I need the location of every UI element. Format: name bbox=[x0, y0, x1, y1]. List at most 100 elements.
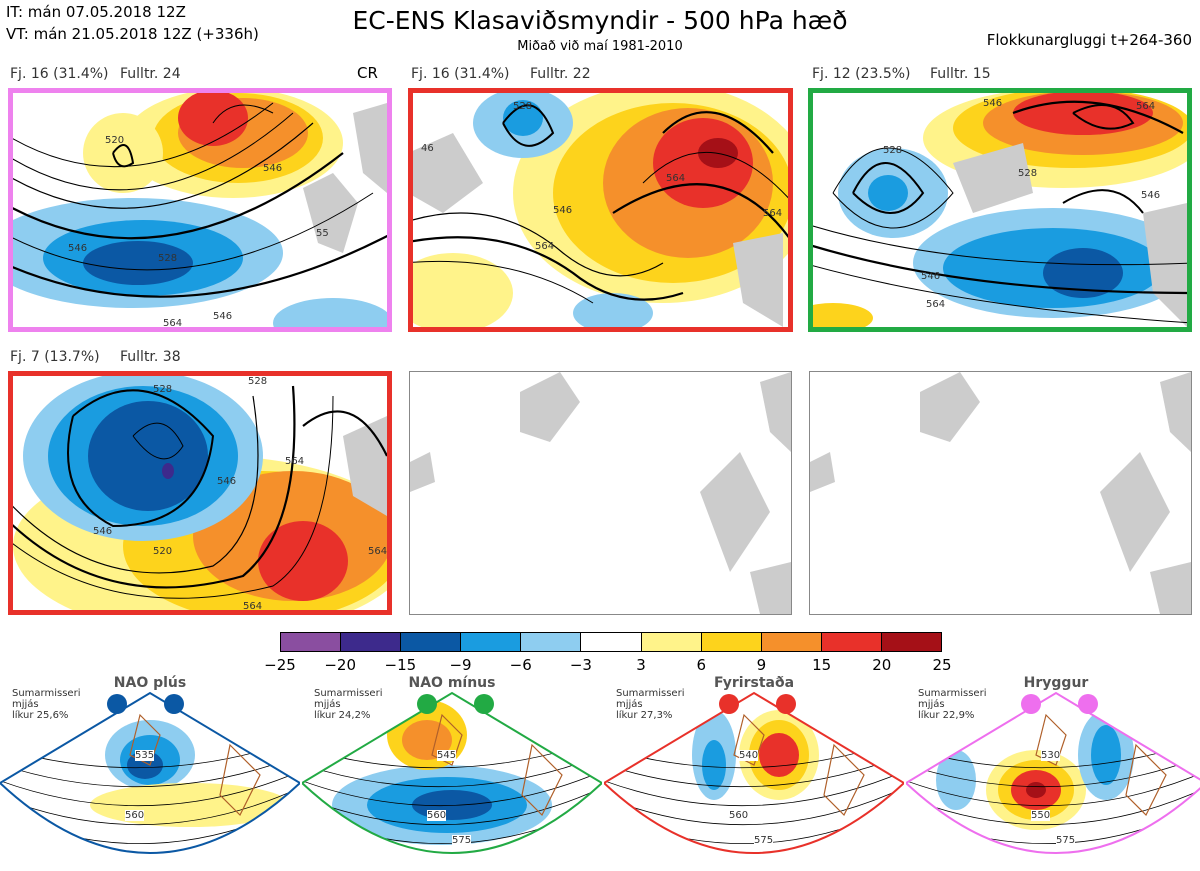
land bbox=[1150, 562, 1191, 614]
contour-label: 564 bbox=[763, 208, 783, 219]
regime-dot bbox=[164, 694, 184, 714]
contour-label: 528 bbox=[513, 101, 533, 112]
cluster-3-member: Fulltr. 15 bbox=[930, 66, 991, 82]
contour-label: 564 bbox=[535, 241, 555, 252]
regime-dot bbox=[474, 694, 494, 714]
land bbox=[700, 452, 770, 572]
regime-note: mjjás bbox=[918, 699, 945, 710]
colorbar-segment bbox=[401, 633, 462, 651]
regime-season: Sumarmisseri bbox=[616, 688, 685, 699]
contour-label: 564 bbox=[926, 299, 946, 310]
contour-label: 546 bbox=[553, 205, 573, 216]
anomaly-blob bbox=[162, 463, 174, 479]
regime-dot bbox=[719, 694, 739, 714]
colorbar-segment bbox=[521, 633, 582, 651]
regime-note: mjjás bbox=[616, 699, 643, 710]
contour-label: 575 bbox=[452, 835, 472, 846]
regime-dot bbox=[1078, 694, 1098, 714]
contour-line bbox=[0, 766, 300, 807]
page-subtitle: Miðað við maí 1981-2010 bbox=[517, 39, 683, 54]
colorbar-segment bbox=[821, 633, 882, 651]
land bbox=[1100, 452, 1170, 572]
land bbox=[410, 452, 435, 492]
contour-line bbox=[0, 750, 300, 788]
contour-line bbox=[302, 782, 602, 826]
fan-border bbox=[604, 691, 904, 854]
anomaly-blob bbox=[936, 750, 976, 810]
cluster-2-map: 528 46 546 564 564 564 bbox=[408, 88, 793, 332]
contour-label: 528 bbox=[1018, 168, 1038, 179]
anomaly-blob bbox=[759, 733, 799, 777]
contour-label: 546 bbox=[263, 163, 283, 174]
regime-season: Sumarmisseri bbox=[314, 688, 383, 699]
colorbar-tick-label: −3 bbox=[569, 656, 592, 674]
contour-label: 550 bbox=[1031, 810, 1051, 821]
page-title: EC-ENS Klasaviðsmyndir - 500 hPa hæð bbox=[352, 6, 848, 35]
contour-label: 546 bbox=[213, 311, 233, 322]
cluster-1-label: Fj. 16 (31.4%) bbox=[10, 66, 109, 82]
contour-label: 46 bbox=[421, 143, 434, 154]
anomaly-blob bbox=[503, 100, 543, 136]
contour-line bbox=[906, 782, 1200, 826]
colorbar-tick-label: −15 bbox=[384, 656, 417, 674]
cluster-2-label: Fj. 16 (31.4%) bbox=[411, 66, 510, 82]
contour-label: 560 bbox=[125, 810, 145, 821]
regime-name: Hryggur bbox=[1023, 675, 1089, 691]
contour-label: 528 bbox=[248, 376, 268, 387]
anomaly-blob bbox=[258, 521, 348, 601]
land bbox=[520, 372, 580, 442]
regime-dot bbox=[107, 694, 127, 714]
anomaly-blob bbox=[702, 740, 726, 790]
regime-info: Sumarmisseri mjjás líkur 27,3% bbox=[616, 688, 684, 721]
regime-name: NAO mínus bbox=[408, 675, 496, 691]
colorbar-segment bbox=[281, 633, 342, 651]
colorbar-tick-label: 25 bbox=[932, 656, 952, 674]
colorbar-tick-label: 15 bbox=[812, 656, 832, 674]
regime-2: NAO mínus Sumarmisseri mjjás líkur 24,2% 545… bbox=[302, 675, 602, 871]
contour-label: 560 bbox=[729, 810, 749, 821]
contour-label: 528 bbox=[153, 384, 173, 395]
land bbox=[810, 452, 835, 492]
regime-1: NAO plús Sumarmisseri mjjás líkur 25,6% 535 5… bbox=[0, 675, 300, 871]
anomaly-blob bbox=[868, 175, 908, 211]
contour-line bbox=[302, 750, 602, 788]
colorbar-tick-label: −6 bbox=[509, 656, 532, 674]
regime-prob: líkur 22,9% bbox=[918, 710, 975, 721]
contour-label: 546 bbox=[93, 526, 113, 537]
contour-label: 530 bbox=[1041, 750, 1061, 761]
anomaly-blob bbox=[178, 93, 248, 146]
regime-info: Sumarmisseri mjjás líkur 25,6% bbox=[12, 688, 80, 721]
regime-info: Sumarmisseri mjjás líkur 24,2% bbox=[314, 688, 382, 721]
fan-border bbox=[0, 691, 300, 854]
regime-season: Sumarmisseri bbox=[12, 688, 81, 699]
anomaly-blob bbox=[1026, 782, 1046, 798]
colorbar-tick-label: 9 bbox=[756, 656, 767, 674]
regime-note: mjjás bbox=[12, 699, 39, 710]
contour-label: 564 bbox=[666, 173, 686, 184]
colorbar-tick-label: 3 bbox=[636, 656, 646, 674]
colorbar-segment bbox=[341, 633, 402, 651]
land bbox=[353, 103, 387, 193]
contour-label: 545 bbox=[437, 750, 457, 761]
colorbar-segment bbox=[761, 633, 822, 651]
colorbar-tick-label: 6 bbox=[696, 656, 707, 674]
regime-name: NAO plús bbox=[113, 675, 187, 691]
anomaly-blob bbox=[83, 113, 163, 193]
regime-info: Sumarmisseri mjjás líkur 22,9% bbox=[918, 688, 986, 721]
empty-map-5 bbox=[409, 371, 792, 615]
valid-time: VT: mán 21.05.2018 12Z (+336h) bbox=[6, 25, 259, 43]
anomaly-blob bbox=[88, 401, 208, 511]
colorbar-tick-label: 20 bbox=[872, 656, 892, 674]
anomaly-blob bbox=[1043, 248, 1123, 298]
contour-label: 540 bbox=[739, 750, 759, 761]
regime-dot bbox=[417, 694, 437, 714]
anomaly-blob bbox=[813, 303, 873, 327]
cluster-1-map: 520 546 528 546 564 546 55 bbox=[8, 88, 392, 332]
land bbox=[303, 173, 358, 253]
anomaly-blob bbox=[83, 241, 193, 285]
land bbox=[1143, 203, 1187, 327]
colorbar-tick-label: −25 bbox=[264, 656, 296, 674]
coastline bbox=[431, 713, 563, 817]
land bbox=[953, 143, 1033, 213]
contour-line bbox=[604, 782, 904, 826]
